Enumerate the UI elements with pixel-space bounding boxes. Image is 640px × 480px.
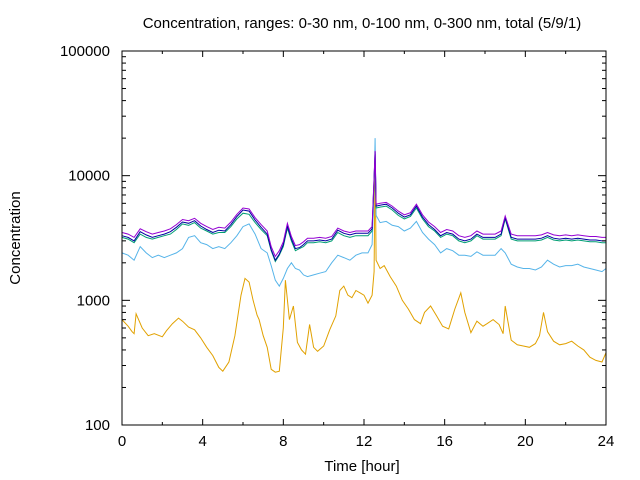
series-line-1 [121, 153, 607, 373]
y-axis-label: Concentration [7, 191, 24, 284]
series-line-3 [121, 153, 606, 263]
y-tick-label: 100 [85, 417, 110, 434]
series-line-5 [121, 150, 606, 258]
axis-ticks: 0 4 8 12 16 20 24 100 1000 10000 100000 [60, 43, 614, 450]
series-line-2 [121, 138, 607, 288]
y-tick-label: 100000 [60, 43, 110, 60]
chart-title: Concentration, ranges: 0-30 nm, 0-100 nm… [143, 15, 582, 32]
x-tick-label: 24 [598, 433, 615, 450]
x-tick-label: 20 [517, 433, 534, 450]
series-line-4 [121, 151, 606, 262]
x-tick-label: 4 [198, 433, 206, 450]
x-tick-label: 0 [118, 433, 126, 450]
x-tick-label: 16 [436, 433, 453, 450]
y-tick-label: 10000 [68, 168, 110, 185]
x-tick-label: 8 [279, 433, 287, 450]
x-tick-label: 12 [356, 433, 373, 450]
series-layer [121, 138, 607, 373]
y-tick-label: 1000 [77, 292, 110, 309]
x-axis-label: Time [hour] [324, 458, 399, 475]
plot-frame [121, 50, 607, 426]
